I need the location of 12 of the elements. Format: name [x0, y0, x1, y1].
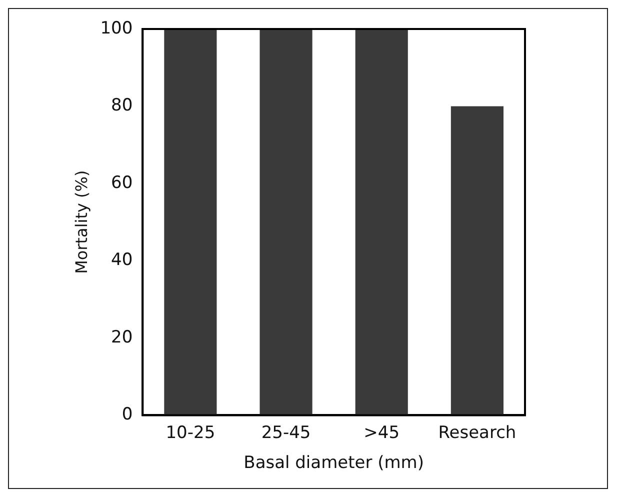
- y-tick-label: 100: [100, 18, 133, 38]
- y-tick-label: 80: [111, 96, 133, 116]
- y-tick-label: 40: [111, 250, 133, 270]
- x-tick-label: 25-45: [261, 422, 311, 443]
- x-axis-title: Basal diameter (mm): [244, 453, 424, 474]
- y-tick-label: 20: [111, 327, 133, 348]
- y-axis-title: Mortality (%): [72, 170, 91, 274]
- x-tick-label: Research: [438, 422, 516, 443]
- y-tick-label: 0: [122, 404, 133, 425]
- x-tick-label: 10-25: [166, 422, 216, 443]
- y-tick-label: 60: [111, 172, 133, 193]
- x-tick-label: >45: [364, 422, 400, 443]
